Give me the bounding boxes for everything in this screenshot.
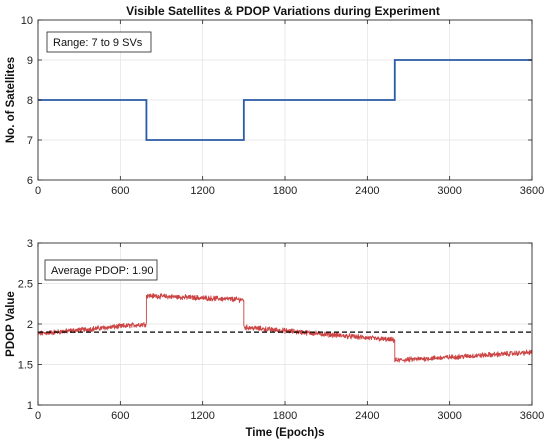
- satellites-series: [38, 59, 532, 141]
- pdop-axes: 0 600 1200 1800 2400 3000 3600 1 1.5 2 2.5 3 PDOP V…: [5, 238, 544, 439]
- pdop-x-tick-label: 600: [111, 410, 129, 422]
- pdop-annotation-box: [44, 259, 158, 281]
- satellites-y-tick-label: 9: [27, 55, 33, 67]
- pdop-y-tick-label: 2.5: [18, 279, 33, 291]
- satellites-x-tick-label: 0: [35, 185, 41, 197]
- pdop-x-tick-label: 0: [35, 410, 41, 422]
- satellites-y-tick-label: 10: [21, 15, 33, 27]
- pdop-ticks: 0 600 1200 1800 2400 3000 3600 1 1.5 2 2.5 3: [18, 238, 545, 422]
- satellites-x-tick-label: 600: [111, 185, 129, 197]
- satellites-x-tick-label: 2400: [355, 185, 379, 197]
- pdop-series: [37, 292, 533, 363]
- pdop-x-tick-label: 1800: [273, 410, 297, 422]
- satellites-x-tick-label: 3000: [437, 185, 461, 197]
- pdop-series-line: [37, 292, 533, 363]
- pdop-y-tick-label: 1: [27, 400, 33, 412]
- pdop-annotation-text: Average PDOP: 1.90: [51, 265, 154, 277]
- satellites-ticks: 0 600 1200 1800 2400 3000 3600 6 7 8 9 10: [21, 15, 544, 197]
- pdop-x-tick-label: 2400: [355, 410, 379, 422]
- figure-title: Visible Satellites & PDOP Variations dur…: [126, 4, 440, 18]
- satellites-y-tick-label: 6: [27, 175, 33, 187]
- pdop-y-tick-label: 3: [27, 238, 33, 250]
- satellites-y-tick-label: 8: [27, 95, 33, 107]
- satellites-annotation-box: [46, 31, 152, 53]
- pdop-x-tick-label: 1200: [190, 410, 214, 422]
- satellites-series-line: [38, 59, 532, 141]
- satellites-y-tick-label: 7: [27, 135, 33, 147]
- pdop-y-label: PDOP Value: [5, 291, 17, 357]
- pdop-x-tick-label: 3600: [520, 410, 544, 422]
- satellites-y-label: No. of Satellites: [5, 57, 17, 143]
- pdop-y-tick-label: 2: [27, 319, 33, 331]
- satellites-annotation-text: Range: 7 to 9 SVs: [53, 37, 143, 49]
- pdop-y-tick-label: 1.5: [18, 360, 33, 372]
- satellites-x-tick-label: 3600: [520, 185, 544, 197]
- satellites-axes: 0 600 1200 1800 2400 3000 3600 6 7 8 9 10 No. of Sa…: [5, 15, 544, 197]
- satellites-x-tick-label: 1800: [273, 185, 297, 197]
- pdop-x-tick-label: 3000: [437, 410, 461, 422]
- satellites-annotation: Range: 7 to 9 SVs: [46, 31, 152, 53]
- satellites-x-tick-label: 1200: [190, 185, 214, 197]
- pdop-annotation: Average PDOP: 1.90: [44, 259, 158, 281]
- pdop-x-label: Time (Epoch)s: [245, 427, 324, 439]
